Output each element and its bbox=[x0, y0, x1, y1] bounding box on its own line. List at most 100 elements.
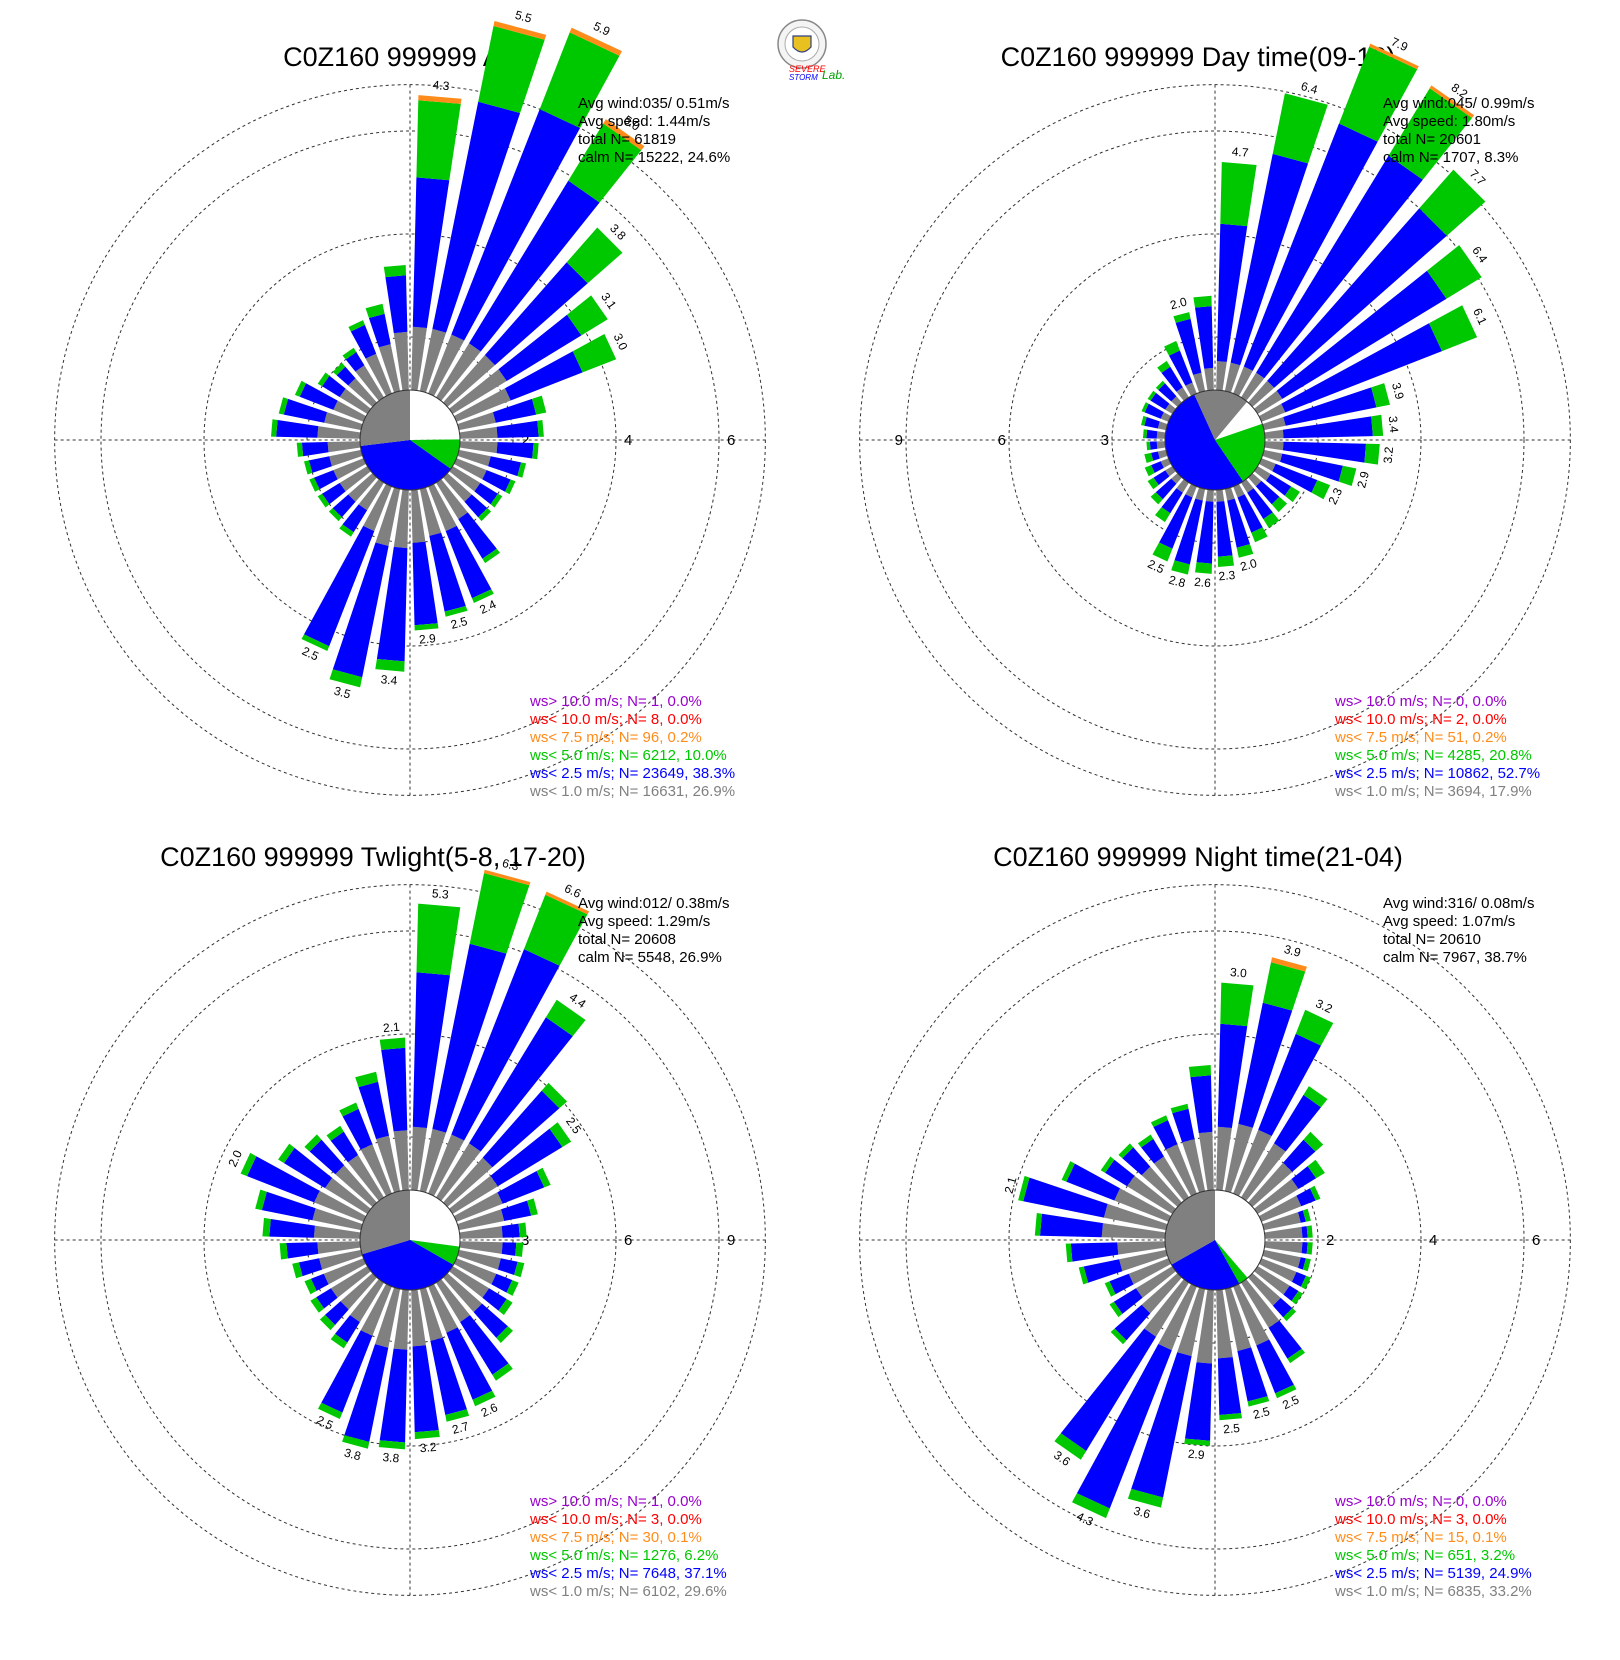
bar-segment-blue bbox=[385, 275, 408, 334]
grid-ring bbox=[1008, 1033, 1422, 1447]
bar-segment-gray bbox=[1262, 417, 1286, 431]
panel-night-time: C0Z160 999999 Night time(21-04) 2 4 6 3.0 3.9… bbox=[859, 842, 1571, 1600]
calm-circle bbox=[359, 389, 461, 491]
bar-segment-green bbox=[472, 1390, 496, 1407]
bar-value-label: 2.6 bbox=[1194, 575, 1212, 590]
bar-value-label: 3.9 bbox=[1389, 381, 1407, 401]
bar-segment-green bbox=[348, 320, 365, 332]
bar-segment-gray bbox=[1141, 1166, 1182, 1207]
bar-segment-gray bbox=[355, 365, 384, 401]
ring-label: 6 bbox=[1532, 1232, 1540, 1249]
bar-segment-green bbox=[527, 1198, 538, 1216]
bar-segment-gray bbox=[393, 1289, 409, 1350]
bar-segment-blue bbox=[469, 180, 600, 352]
bar-segment-blue bbox=[412, 1345, 439, 1433]
bar-segment-gray bbox=[1176, 387, 1189, 401]
bar-segment-gray bbox=[1144, 1279, 1189, 1337]
bar-segment-green bbox=[1142, 429, 1148, 439]
bar-segment-orange bbox=[484, 869, 531, 886]
stat-line: Avg wind:012/ 0.38m/s bbox=[578, 895, 729, 912]
bar-segment-gray bbox=[1205, 489, 1214, 502]
bar-segment-green bbox=[1195, 562, 1212, 574]
bar-segment-blue bbox=[496, 442, 534, 459]
bar-segment-blue bbox=[1256, 155, 1423, 379]
bar-segment-green bbox=[496, 1326, 513, 1343]
legend-entry: ws< 7.5 m/s; N= 51, 0.2% bbox=[1334, 729, 1507, 746]
bar-segment-blue bbox=[1298, 1257, 1306, 1270]
bar-segment-blue bbox=[376, 546, 408, 662]
bar-segment-blue bbox=[430, 1337, 467, 1415]
bar-segment-green bbox=[536, 1167, 551, 1188]
bar-value-label: 3.0 bbox=[1229, 965, 1247, 980]
bar-segment-blue bbox=[1159, 494, 1193, 549]
bar-segment-gray bbox=[1258, 1195, 1302, 1222]
bar-value-label: 2.7 bbox=[450, 1419, 470, 1437]
ring-label: 9 bbox=[727, 1232, 735, 1249]
bar-segment-blue bbox=[309, 1139, 345, 1175]
bar-segment-green bbox=[329, 669, 363, 688]
calm-slice-green bbox=[410, 439, 461, 469]
bar-segment-blue bbox=[1150, 392, 1170, 410]
bar-segment-gray bbox=[1185, 483, 1197, 498]
bar-segment-blue bbox=[1153, 470, 1170, 485]
bar-segment-blue bbox=[379, 1348, 408, 1443]
bar-segment-gray bbox=[1198, 1131, 1214, 1191]
bar-segment-green bbox=[1217, 555, 1234, 567]
bar-value-label: 3.5 bbox=[332, 684, 352, 702]
bar-segment-green bbox=[416, 100, 461, 181]
bar-value-label: 2.1 bbox=[382, 1020, 400, 1035]
bar-segment-blue bbox=[1113, 1288, 1143, 1314]
bar-value-label: 5.5 bbox=[514, 8, 534, 26]
bar-segment-blue bbox=[482, 1288, 507, 1311]
bar-segment-gray bbox=[375, 1287, 401, 1348]
bar-segment-blue bbox=[1040, 1213, 1103, 1238]
bar-segment-green bbox=[342, 1435, 370, 1449]
bar-segment-gray bbox=[1258, 403, 1286, 422]
bar-segment-green bbox=[1144, 452, 1154, 463]
calm-slice-white bbox=[1215, 401, 1263, 440]
bar-segment-gray bbox=[411, 1126, 427, 1191]
bar-segment-green bbox=[1364, 443, 1380, 465]
bar-segment-gray bbox=[1241, 1143, 1286, 1201]
bar-value-label: 2.4 bbox=[477, 597, 498, 617]
ring-label: 3 bbox=[521, 1232, 529, 1249]
bar-segment-blue bbox=[1158, 383, 1177, 402]
bar-segment-green bbox=[1104, 1281, 1116, 1297]
bar-segment-green bbox=[537, 420, 544, 437]
legend-entry: ws< 1.0 m/s; N= 3694, 17.9% bbox=[1334, 783, 1532, 800]
ring-label: 3 bbox=[1101, 432, 1109, 449]
bar-segment-gray bbox=[436, 1279, 470, 1323]
bar-segment-gray bbox=[1258, 1258, 1297, 1282]
bar-segment-blue bbox=[276, 420, 319, 438]
bar-segment-blue bbox=[381, 1047, 408, 1132]
bar-segment-blue bbox=[261, 1191, 316, 1221]
bar-segment-gray bbox=[1264, 441, 1284, 451]
bar-segment-green bbox=[1262, 962, 1306, 1011]
bar-segment-green bbox=[339, 524, 354, 537]
bar-segment-blue bbox=[336, 366, 356, 386]
bar-segment-blue bbox=[1196, 501, 1214, 564]
bar-segment-gray bbox=[1262, 1212, 1301, 1231]
bar-segment-gray bbox=[358, 479, 384, 511]
bar-segment-green bbox=[478, 508, 492, 522]
bar-value-label: 3.1 bbox=[598, 290, 619, 312]
bar-segment-blue bbox=[451, 109, 581, 341]
bar-segment-blue bbox=[1169, 350, 1193, 386]
bar-segment-blue bbox=[412, 177, 450, 328]
bar-value-label: 2.0 bbox=[1239, 556, 1259, 574]
bar-segment-blue bbox=[1161, 366, 1183, 392]
bar-segment-green bbox=[1220, 162, 1257, 227]
bar-segment-orange bbox=[1429, 85, 1475, 118]
bar-segment-green bbox=[328, 508, 342, 522]
bar-segment-blue bbox=[1144, 403, 1164, 419]
bar-segment-green bbox=[304, 1278, 317, 1295]
bar-segment-green bbox=[1263, 512, 1280, 528]
bar-segment-green bbox=[319, 1314, 336, 1331]
bar-segment-blue bbox=[458, 512, 497, 559]
ring-label: 9 bbox=[895, 432, 903, 449]
bar-value-label: 2.5 bbox=[1145, 557, 1166, 577]
bar-segment-green bbox=[490, 493, 503, 508]
bar-segment-green bbox=[1307, 1159, 1325, 1179]
bar-segment-green bbox=[1303, 1086, 1328, 1108]
bar-segment-green bbox=[379, 1037, 406, 1050]
